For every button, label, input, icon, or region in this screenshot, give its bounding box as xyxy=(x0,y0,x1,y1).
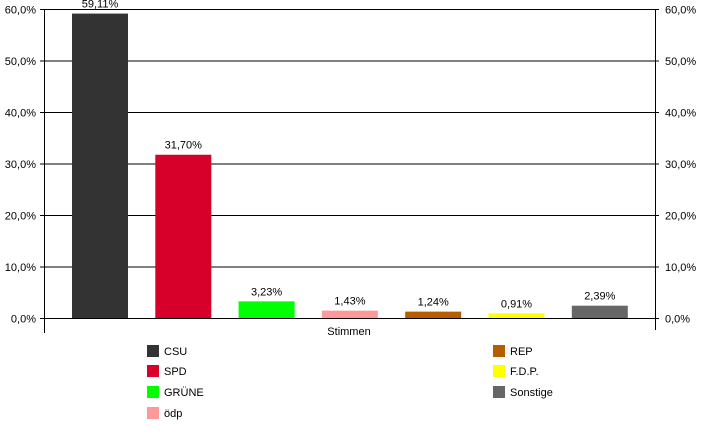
bar-rep xyxy=(405,311,462,318)
legend-swatch xyxy=(493,345,505,357)
legend-swatch xyxy=(147,345,159,357)
data-label: 3,23% xyxy=(251,286,282,298)
legend-label: SPD xyxy=(164,366,187,378)
y-tick-label-right: 20,0% xyxy=(665,211,696,223)
legend-label: F.D.P. xyxy=(510,366,539,378)
y-tick-label-left: 40,0% xyxy=(5,108,36,120)
x-axis-label: Stimmen xyxy=(327,326,370,338)
y-tick-label-right: 50,0% xyxy=(665,56,696,68)
bar-sonstige xyxy=(571,305,628,318)
data-label: 2,39% xyxy=(584,291,615,303)
y-tick-label-left: 30,0% xyxy=(5,159,36,171)
y-tick-label-left: 20,0% xyxy=(5,211,36,223)
y-tick-label-left: 10,0% xyxy=(5,262,36,274)
legend-label: CSU xyxy=(164,346,187,358)
y-tick-label-right: 10,0% xyxy=(665,262,696,274)
y-tick-label-right: 30,0% xyxy=(665,159,696,171)
y-tick-label-left: 50,0% xyxy=(5,56,36,68)
data-label: 1,24% xyxy=(418,297,449,309)
legend-swatch xyxy=(147,386,159,398)
legend-swatch xyxy=(493,365,505,377)
bar-spd xyxy=(155,154,212,318)
bar-csu xyxy=(72,13,128,319)
legend-swatch xyxy=(147,365,159,377)
data-label: 1,43% xyxy=(334,296,365,308)
legend-swatch xyxy=(147,407,159,419)
legend-label: REP xyxy=(510,346,533,358)
legend-swatch xyxy=(493,386,505,398)
legend-label: ödp xyxy=(164,408,182,420)
legend-label: GRÜNE xyxy=(164,387,204,399)
data-label: 59,11% xyxy=(82,0,119,11)
data-label: 0,91% xyxy=(501,298,532,310)
y-tick-label-right: 40,0% xyxy=(665,108,696,120)
bar-fdp xyxy=(488,313,545,318)
bar-grüne xyxy=(238,301,295,318)
legend-label: Sonstige xyxy=(510,387,553,399)
y-tick-label-right: 0,0% xyxy=(665,314,690,326)
bar-ödp xyxy=(321,310,378,318)
y-tick-label-left: 60,0% xyxy=(5,5,36,17)
data-label: 31,70% xyxy=(165,140,203,152)
y-tick-label-left: 0,0% xyxy=(11,314,36,326)
y-tick-label-right: 60,0% xyxy=(665,5,696,17)
